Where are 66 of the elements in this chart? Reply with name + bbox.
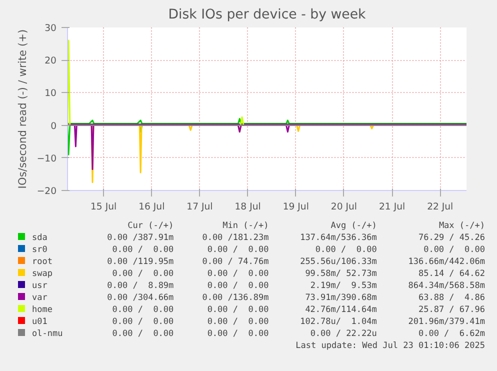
text: 2.19m/ 9.53m	[309, 280, 377, 292]
text: 0.00 / 0.00	[111, 316, 174, 328]
text: 0.00 / 0.00	[111, 268, 174, 280]
legend-label: u01	[31, 316, 48, 328]
text: 0.00 / 22.22u	[309, 328, 377, 340]
legend-label: sda	[31, 232, 48, 244]
text: 63.88 / 4.86	[417, 292, 485, 304]
x-tick-label: 19 Jul	[282, 202, 309, 212]
text: 136.66m/442.06m	[407, 256, 485, 268]
y-tick-label: 30	[44, 23, 57, 34]
legend-label: var	[31, 292, 48, 304]
x-tick-label: 20 Jul	[330, 202, 358, 212]
x-tick-label: 16 Jul	[138, 202, 165, 212]
text: 99.58m/ 52.73m	[304, 268, 377, 280]
text: 73.91m/390.68m	[304, 292, 377, 304]
y-tick-label: 0	[50, 120, 57, 132]
text: 76.29 / 45.26	[417, 232, 485, 244]
text: Avg (-/+)	[330, 220, 377, 232]
legend-label: swap	[31, 268, 54, 280]
y-tick-label: −10	[36, 153, 57, 164]
legend-label: ol-nmu	[31, 328, 64, 340]
text: 0.00 / 0.00	[111, 244, 174, 256]
x-tick-label: 15 Jul	[90, 202, 117, 212]
text: Min (-/+)	[222, 220, 269, 232]
text: 0.00 / 0.00	[206, 304, 269, 316]
text: 0.00 / 0.00	[422, 244, 485, 256]
y-axis-title: IOs/second read (-) / write (+)	[16, 29, 29, 189]
text: 0.00 / 0.00	[206, 280, 269, 292]
text: 42.76m/114.64m	[304, 304, 377, 316]
text: 0.00 /304.66m	[106, 292, 174, 304]
x-tick-label: 18 Jul	[234, 202, 261, 212]
text: 201.96m/379.41m	[407, 316, 485, 328]
x-tick-label: 22 Jul	[427, 202, 454, 212]
text: Cur (-/+)	[126, 220, 174, 232]
text: 255.56u/106.33m	[299, 256, 377, 268]
text: 0.00 / 6.62m	[417, 328, 485, 340]
text: 0.00 / 0.00	[206, 268, 269, 280]
text: 864.34m/568.58m	[407, 280, 485, 292]
text: 25.87 / 67.96	[417, 304, 485, 316]
x-tick-label: 17 Jul	[186, 202, 213, 212]
text: 102.78u/ 1.04m	[299, 316, 377, 328]
y-tick-label: −20	[36, 186, 57, 197]
text: 0.00 /136.89m	[201, 292, 269, 304]
text: 0.00 /119.95m	[106, 256, 174, 268]
text: 0.00 / 0.00	[206, 244, 269, 256]
legend-label: root	[31, 256, 54, 268]
y-tick-label: 20	[44, 56, 57, 67]
legend-label: usr	[31, 280, 48, 292]
text: 0.00 /387.91m	[106, 232, 174, 244]
text: 0.00 / 0.00	[111, 304, 174, 316]
text: 0.00 / 8.89m	[106, 280, 174, 292]
text: 0.00 / 0.00	[314, 244, 377, 256]
text: 0.00 / 0.00	[206, 328, 269, 340]
text: 0.00 / 0.00	[206, 316, 269, 328]
y-tick-label: 10	[44, 88, 57, 100]
text: 137.64m/536.36m	[299, 232, 377, 244]
text: 85.14 / 64.62	[417, 268, 485, 280]
text: Last update: Wed Jul 23 01:10:06 2025	[294, 340, 485, 352]
text: 0.00 / 74.76m	[201, 256, 269, 268]
chart-title: Disk IOs per device - by week	[168, 8, 366, 22]
text: 0.00 / 0.00	[111, 328, 174, 340]
text: 0.00 /181.23m	[201, 232, 269, 244]
x-tick-label: 21 Jul	[378, 202, 406, 212]
text: Max (-/+)	[438, 220, 485, 232]
legend-label: home	[31, 304, 54, 316]
legend-label: sr0	[31, 244, 48, 256]
